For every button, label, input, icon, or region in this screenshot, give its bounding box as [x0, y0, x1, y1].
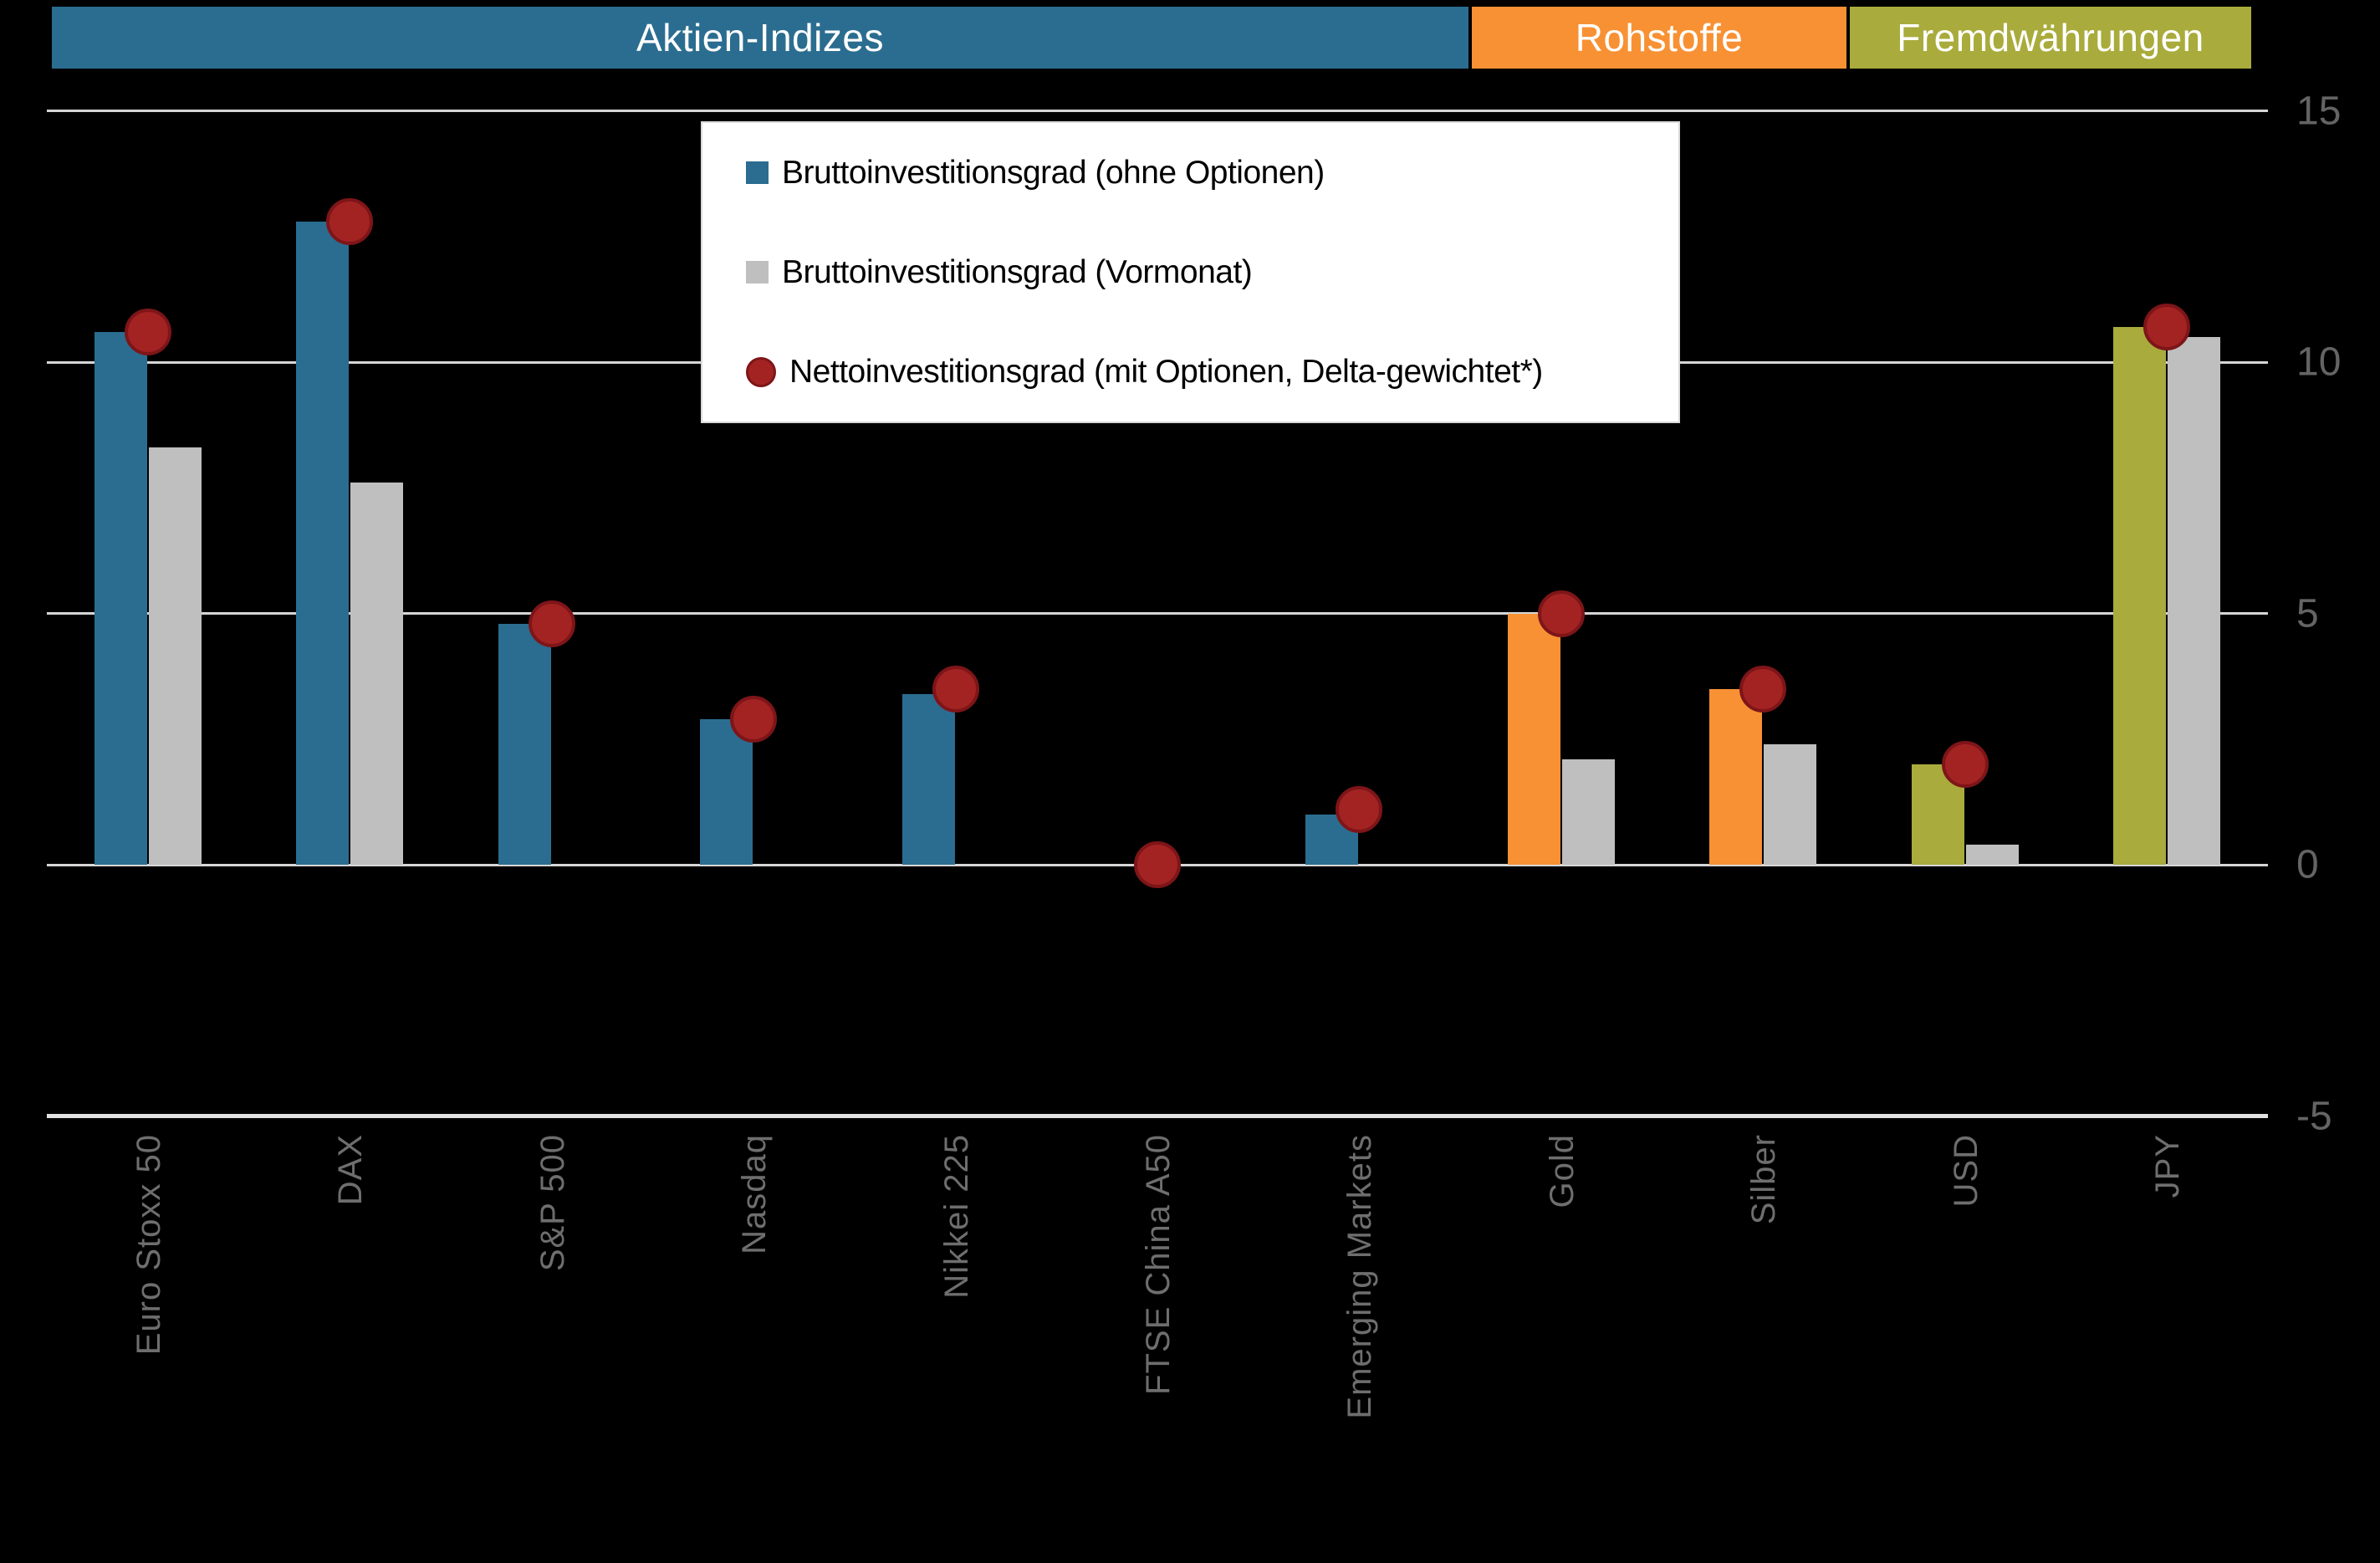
header-group-rohstoffe: Rohstoffe: [1472, 7, 1846, 69]
dot-netto-gold: [1537, 590, 1585, 637]
category-label-nasdaq: Nasdaq: [736, 1134, 774, 1254]
category-label-usd: USD: [1947, 1134, 1984, 1208]
legend-item-label: Bruttoinvestitionsgrad (Vormonat): [782, 253, 1253, 290]
dot-netto-emerging-markets: [1336, 785, 1383, 833]
dot-netto-silber: [1739, 665, 1787, 713]
legend-item-vormonat: Bruttoinvestitionsgrad (Vormonat): [702, 254, 1678, 291]
category-label-nikkei-225: Nikkei 225: [937, 1134, 975, 1299]
category-label-ftse-china-a50: FTSE China A50: [1140, 1134, 1177, 1395]
category-label-sandp-500: S&P 500: [534, 1134, 571, 1272]
bar-vormonat-euro-stoxx-50: [148, 447, 202, 865]
dot-netto-jpy: [2143, 303, 2191, 350]
bar-vormonat-gold: [1561, 759, 1615, 865]
y-tick-label-0: 0: [2296, 842, 2319, 887]
y-tick-label-15: 15: [2296, 89, 2342, 133]
legend-swatch-brutto-square: [746, 161, 769, 184]
gridline-5: [47, 612, 2268, 615]
y-tick-label--5: -5: [2296, 1094, 2332, 1138]
category-label-silber: Silber: [1745, 1134, 1783, 1225]
bar-vormonat-silber: [1764, 743, 1817, 865]
legend-item-netto: Nettoinvestitionsgrad (mit Optionen, Del…: [702, 354, 1678, 391]
category-label-gold: Gold: [1543, 1134, 1581, 1208]
bar-vormonat-jpy: [2168, 336, 2221, 865]
bar-brutto-nikkei-225: [901, 693, 955, 865]
gridline-15: [47, 110, 2268, 112]
category-label-euro-stoxx-50: Euro Stoxx 50: [130, 1134, 167, 1356]
bar-brutto-dax: [296, 221, 350, 865]
bar-brutto-gold: [1507, 613, 1560, 865]
dot-netto-euro-stoxx-50: [124, 308, 171, 355]
bar-brutto-nasdaq: [700, 718, 753, 865]
bar-brutto-jpy: [2113, 326, 2167, 865]
legend-box: Bruttoinvestitionsgrad (ohne Optionen) B…: [701, 121, 1680, 423]
dot-netto-dax: [326, 197, 374, 245]
legend-item-brutto: Bruttoinvestitionsgrad (ohne Optionen): [702, 155, 1678, 192]
bar-vormonat-dax: [350, 483, 404, 865]
legend-item-label: Bruttoinvestitionsgrad (ohne Optionen): [782, 154, 1325, 191]
header-group-fremdwaehrungen: Fremdwährungen: [1850, 7, 2251, 69]
legend-item-label: Nettoinvestitionsgrad (mit Optionen, Del…: [789, 353, 1543, 390]
category-label-dax: DAX: [332, 1134, 370, 1206]
dot-netto-nikkei-225: [932, 665, 979, 713]
header-group-aktien-indizes: Aktien-Indizes: [52, 7, 1468, 69]
header-group-label: Rohstoffe: [1575, 16, 1744, 59]
header-group-label: Fremdwährungen: [1897, 16, 2204, 59]
bar-brutto-euro-stoxx-50: [94, 331, 147, 865]
dot-netto-sandp-500: [528, 600, 575, 647]
dot-netto-usd: [1941, 740, 1989, 788]
legend-swatch-vormonat-square: [746, 261, 769, 283]
dot-netto-ftse-china-a50: [1134, 841, 1181, 888]
legend-swatch-netto-circle: [746, 356, 776, 387]
dot-netto-nasdaq: [730, 695, 778, 743]
y-tick-label-5: 5: [2296, 591, 2319, 636]
header-group-label: Aktien-Indizes: [636, 16, 884, 59]
category-label-jpy: JPY: [2149, 1134, 2187, 1198]
bar-brutto-sandp-500: [498, 623, 551, 865]
category-label-emerging-markets: Emerging Markets: [1341, 1134, 1379, 1419]
bar-brutto-silber: [1709, 688, 1763, 865]
bar-vormonat-usd: [1965, 844, 2019, 865]
y-tick-label-10: 10: [2296, 340, 2342, 385]
x-axis-line: [47, 1114, 2268, 1118]
